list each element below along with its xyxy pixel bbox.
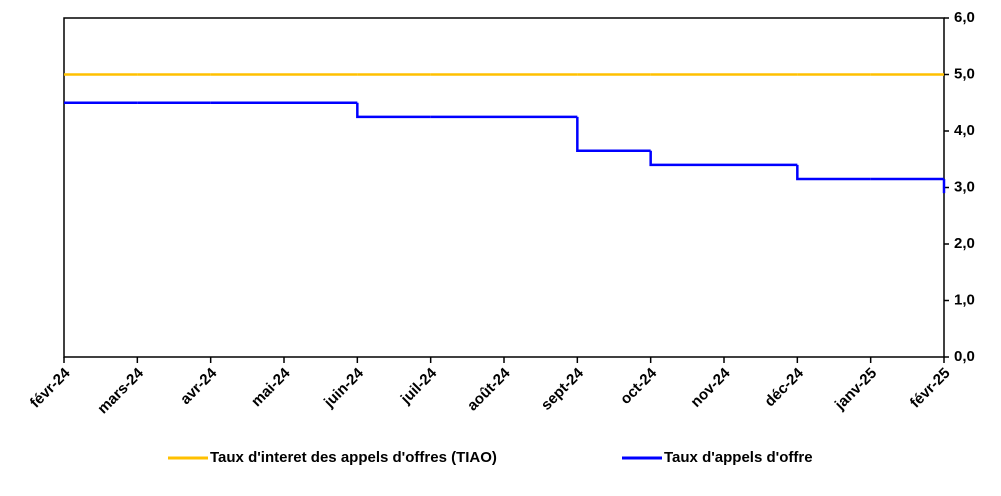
legend-label: Taux d'appels d'offre: [664, 449, 813, 466]
y-tick-label: 6,0: [954, 9, 975, 26]
line-step: [796, 164, 871, 181]
line-step: [356, 102, 431, 119]
y-tick-label: 3,0: [954, 178, 975, 195]
x-tick-label: avr-24: [177, 364, 221, 408]
x-tick-label: mai-24: [248, 364, 294, 410]
y-tick-label: 5,0: [954, 65, 975, 82]
x-tick-label: déc-24: [761, 364, 807, 410]
y-tick-label: 2,0: [954, 235, 975, 252]
x-tick-label: nov-24: [687, 364, 734, 411]
x-tick-label: mars-24: [94, 364, 147, 417]
plot-frame: [63, 17, 945, 358]
y-tick-label: 4,0: [954, 122, 975, 139]
x-tick-label: sept-24: [538, 364, 588, 414]
y-tick-label: 1,0: [954, 291, 975, 308]
x-tick-label: oct-24: [617, 364, 661, 408]
x-tick-label: févr-24: [27, 364, 74, 411]
line-step: [576, 116, 651, 153]
line-step: [649, 150, 724, 167]
y-tick-label: 0,0: [954, 348, 975, 365]
x-tick-label: janv-25: [831, 365, 880, 414]
x-tick-label: août-24: [464, 364, 514, 414]
x-tick-label: juil-24: [397, 364, 441, 408]
legend-label: Taux d'interet des appels d'offres (TIAO…: [210, 449, 497, 466]
x-tick-label: juin-24: [320, 364, 367, 411]
x-tick-label: févr-25: [907, 365, 954, 412]
